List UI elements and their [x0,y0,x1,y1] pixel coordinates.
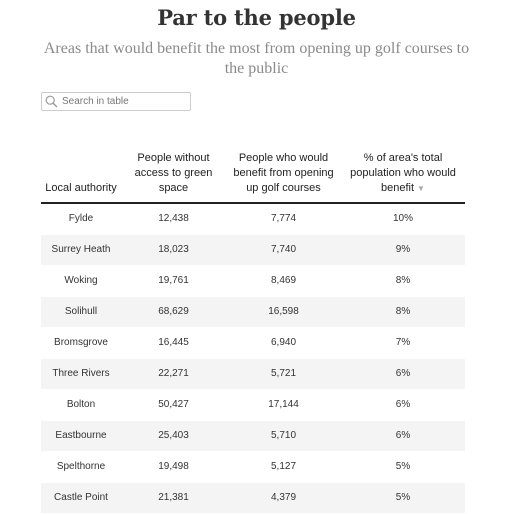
column-header-would-benefit[interactable]: People who would benefit from opening up… [226,151,341,196]
cell-local-authority: Castle Point [54,492,108,503]
cell-local-authority: Bromsgrove [54,337,108,348]
cell-would-benefit: 17,144 [268,399,299,410]
table-row: Spelthorne 19,498 5,127 5% [41,452,465,483]
cell-would-benefit: 5,127 [270,461,297,472]
column-header-percent-benefit[interactable]: % of area's total population who would b… [341,151,465,196]
cell-percent-benefit: 7% [395,337,411,348]
cell-local-authority: Surrey Heath [51,244,111,255]
table-row: Bromsgrove 16,445 6,940 7% [41,328,465,359]
cell-would-benefit: 16,598 [268,306,299,317]
cell-local-authority: Spelthorne [56,461,106,472]
column-header-local-authority[interactable]: Local authority [41,181,121,196]
column-header-label: Local authority [45,182,117,194]
cell-percent-benefit: 6% [395,430,411,441]
cell-without-green-space: 21,381 [158,492,189,503]
table-row: Woking 19,761 8,469 8% [41,266,465,297]
cell-without-green-space: 19,761 [158,275,189,286]
table-row: Surrey Heath 18,023 7,740 9% [41,235,465,266]
cell-would-benefit: 5,710 [270,430,297,441]
page-title: Par to the people [157,5,356,30]
cell-without-green-space: 22,271 [158,368,189,379]
cell-would-benefit: 7,740 [270,244,297,255]
cell-percent-benefit: 6% [395,368,411,379]
cell-would-benefit: 4,379 [270,492,297,503]
cell-percent-benefit: 9% [395,244,411,255]
cell-percent-benefit: 5% [395,492,411,503]
cell-without-green-space: 18,023 [158,244,189,255]
cell-without-green-space: 50,427 [158,399,189,410]
cell-local-authority: Bolton [66,399,96,410]
cell-would-benefit: 6,940 [270,337,297,348]
cell-without-green-space: 25,403 [158,430,189,441]
table-row: Eastbourne 25,403 5,710 6% [41,421,465,452]
cell-percent-benefit: 6% [395,399,411,410]
cell-without-green-space: 16,445 [158,337,189,348]
cell-percent-benefit: 10% [392,213,413,224]
table-header: Local authority People without access to… [41,128,465,204]
search-box[interactable] [41,92,191,111]
cell-without-green-space: 19,498 [158,461,189,472]
table-row: Three Rivers 22,271 5,721 6% [41,359,465,390]
page-subtitle: Areas that would benefit the most from o… [43,40,470,77]
cell-would-benefit: 5,721 [270,368,297,379]
column-header-label: People without access to green space [134,152,213,194]
cell-would-benefit: 8,469 [270,275,297,286]
search-icon [45,95,58,108]
table-row: Fylde 12,438 7,774 10% [41,204,465,235]
cell-local-authority: Woking [64,275,98,286]
cell-percent-benefit: 8% [395,306,411,317]
search-input[interactable] [62,94,186,109]
cell-percent-benefit: 5% [395,461,411,472]
column-header-without-green-space[interactable]: People without access to green space [121,151,226,196]
cell-would-benefit: 7,774 [270,213,297,224]
sort-descending-icon[interactable]: ▼ [417,184,425,193]
cell-local-authority: Fylde [68,213,94,224]
cell-without-green-space: 68,629 [158,306,189,317]
table-body: Fylde 12,438 7,774 10% Surrey Heath 18,0… [41,204,465,514]
cell-without-green-space: 12,438 [158,213,189,224]
cell-local-authority: Eastbourne [55,430,107,441]
table-row: Castle Point 21,381 4,379 5% [41,483,465,514]
cell-local-authority: Solihull [64,306,98,317]
column-header-label: % of area's total population who would b… [350,152,456,194]
column-header-label: People who would benefit from opening up… [233,152,334,194]
cell-percent-benefit: 8% [395,275,411,286]
table-row: Bolton 50,427 17,144 6% [41,390,465,421]
table-row: Solihull 68,629 16,598 8% [41,297,465,328]
cell-local-authority: Three Rivers [52,368,110,379]
data-table: Local authority People without access to… [41,128,465,514]
